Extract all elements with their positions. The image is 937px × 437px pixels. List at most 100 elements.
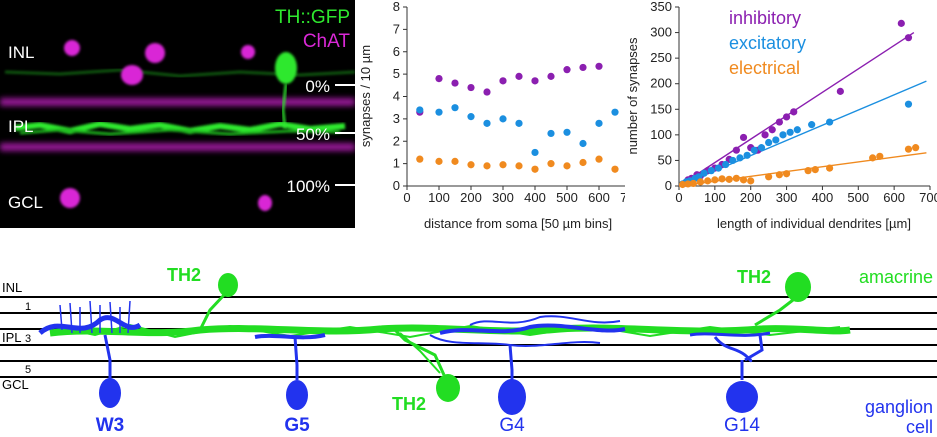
count-point-inhibitory bbox=[782, 113, 791, 121]
layer-lines bbox=[0, 296, 937, 378]
density-point-excitatory bbox=[499, 115, 507, 123]
count-point-electrical bbox=[869, 154, 877, 162]
count-ytick-label: 50 bbox=[658, 152, 672, 167]
schematic-panel: INL 1 IPL 3 5 GCL bbox=[0, 265, 937, 437]
density-point-inhibitory bbox=[547, 72, 555, 80]
density-point-inhibitory bbox=[515, 72, 523, 80]
layer-label-3: 3 bbox=[25, 333, 31, 345]
count-point-excitatory bbox=[714, 164, 723, 172]
density-xtick-label: 700 bbox=[620, 190, 625, 205]
density-point-excitatory bbox=[435, 108, 443, 116]
count-point-excitatory bbox=[904, 100, 913, 108]
layer-label-ipl: IPL bbox=[2, 330, 22, 345]
density-point-inhibitory bbox=[435, 75, 443, 83]
density-chart-xlabel: distance from soma [50 µm bins] bbox=[424, 216, 612, 231]
count-point-excitatory bbox=[808, 121, 816, 129]
count-point-excitatory bbox=[722, 160, 730, 169]
count-point-inhibitory bbox=[732, 146, 740, 154]
ganglion-label-g14: G14 bbox=[724, 415, 760, 436]
count-legend-excitatory: excitatory bbox=[729, 33, 806, 53]
count-point-excitatory bbox=[772, 136, 780, 144]
count-ytick-label: 350 bbox=[650, 0, 672, 14]
count-point-inhibitory bbox=[836, 87, 844, 95]
density-point-electrical bbox=[563, 162, 571, 170]
count-chart: 0 100 200 300 400 500 600 700 0 50 100 150 200 250 300… bbox=[625, 0, 937, 231]
count-point-electrical bbox=[811, 166, 819, 174]
ganglion-w3 bbox=[38, 300, 142, 408]
density-ytick-label: 3 bbox=[393, 111, 400, 126]
count-point-electrical bbox=[711, 176, 719, 184]
count-point-inhibitory bbox=[761, 131, 769, 139]
layer-label-1: 1 bbox=[25, 301, 31, 313]
ganglion-label-w3: W3 bbox=[96, 415, 125, 436]
count-point-inhibitory bbox=[904, 34, 913, 42]
count-point-electrical bbox=[732, 174, 740, 182]
ganglion-label-g4: G4 bbox=[499, 415, 525, 436]
count-point-excitatory bbox=[743, 151, 751, 159]
count-point-electrical bbox=[912, 144, 920, 152]
count-ytick-label: 100 bbox=[650, 127, 672, 142]
density-point-excitatory bbox=[483, 119, 491, 127]
count-point-electrical bbox=[747, 177, 755, 185]
layer-label-gcl: GCL bbox=[2, 377, 29, 392]
count-point-electrical bbox=[782, 170, 791, 178]
th2-cell-middle bbox=[393, 328, 460, 402]
density-point-excitatory bbox=[547, 129, 555, 138]
count-point-electrical bbox=[765, 173, 773, 181]
count-chart-axes: 0 100 200 300 400 500 600 700 0 50 100 150 200 250 300… bbox=[650, 0, 937, 205]
density-point-electrical bbox=[467, 161, 475, 169]
inl-faint-processes bbox=[4, 68, 355, 78]
depth-tick-100: 100% bbox=[287, 177, 330, 196]
count-point-excitatory bbox=[779, 131, 787, 139]
count-ytick-label: 250 bbox=[650, 50, 672, 65]
density-xtick-label: 300 bbox=[492, 190, 514, 205]
depth-tick-50: 50% bbox=[296, 125, 330, 144]
layer-label-inl: INL bbox=[2, 280, 22, 295]
count-fit-inhibitory bbox=[678, 31, 915, 187]
count-xtick-label: 500 bbox=[847, 190, 869, 205]
density-point-inhibitory bbox=[595, 62, 603, 70]
density-point-excitatory bbox=[579, 139, 587, 148]
density-point-excitatory bbox=[451, 104, 459, 112]
density-xtick-label: 500 bbox=[556, 190, 578, 205]
count-point-inhibitory bbox=[790, 108, 798, 116]
micrograph-background bbox=[0, 0, 355, 228]
count-point-electrical bbox=[725, 175, 733, 183]
count-point-excitatory bbox=[750, 146, 758, 154]
density-point-inhibitory bbox=[531, 77, 539, 85]
depth-tick-0: 0% bbox=[305, 77, 330, 96]
density-chart-axes: 0 100 200 300 400 500 600 700 0 1 2 3 4 5 6 7 8 bbox=[393, 0, 625, 205]
count-point-excitatory bbox=[757, 144, 766, 152]
count-point-excitatory bbox=[793, 126, 801, 134]
density-point-electrical bbox=[595, 155, 603, 163]
chat-bands bbox=[0, 98, 355, 151]
density-xtick-label: 100 bbox=[428, 190, 450, 205]
ganglion-g4 bbox=[429, 315, 626, 415]
count-point-electrical bbox=[696, 178, 705, 186]
ganglion-type-label-1: ganglion bbox=[865, 397, 933, 417]
count-ytick-label: 200 bbox=[650, 76, 672, 91]
density-point-inhibitory bbox=[563, 66, 571, 74]
count-point-electrical bbox=[804, 167, 812, 175]
micrograph-panel: INL IPL GCL TH::GFP ChAT 0% 50% 100% bbox=[0, 0, 355, 228]
density-chart-ylabel: synapses / 10 µm bbox=[358, 45, 373, 147]
ganglion-g5 bbox=[254, 333, 326, 410]
ganglion-type-label-2: cell bbox=[906, 417, 933, 437]
count-point-excitatory bbox=[736, 154, 744, 162]
density-point-inhibitory bbox=[451, 79, 459, 87]
count-ytick-label: 0 bbox=[665, 178, 672, 193]
count-ytick-label: 300 bbox=[650, 25, 672, 40]
count-legend-electrical: electrical bbox=[729, 58, 800, 78]
count-point-electrical bbox=[678, 180, 687, 189]
density-point-electrical bbox=[579, 158, 587, 167]
count-point-electrical bbox=[689, 179, 697, 188]
th2-label-right: TH2 bbox=[737, 267, 771, 287]
layer-label-5: 5 bbox=[25, 364, 31, 376]
density-ytick-label: 4 bbox=[393, 89, 400, 104]
th-gfp-cell bbox=[275, 52, 297, 129]
density-ytick-label: 8 bbox=[393, 0, 400, 14]
count-point-excitatory bbox=[826, 118, 834, 126]
density-point-excitatory bbox=[467, 113, 475, 121]
density-ytick-label: 0 bbox=[393, 178, 400, 193]
count-point-inhibitory bbox=[768, 126, 776, 134]
